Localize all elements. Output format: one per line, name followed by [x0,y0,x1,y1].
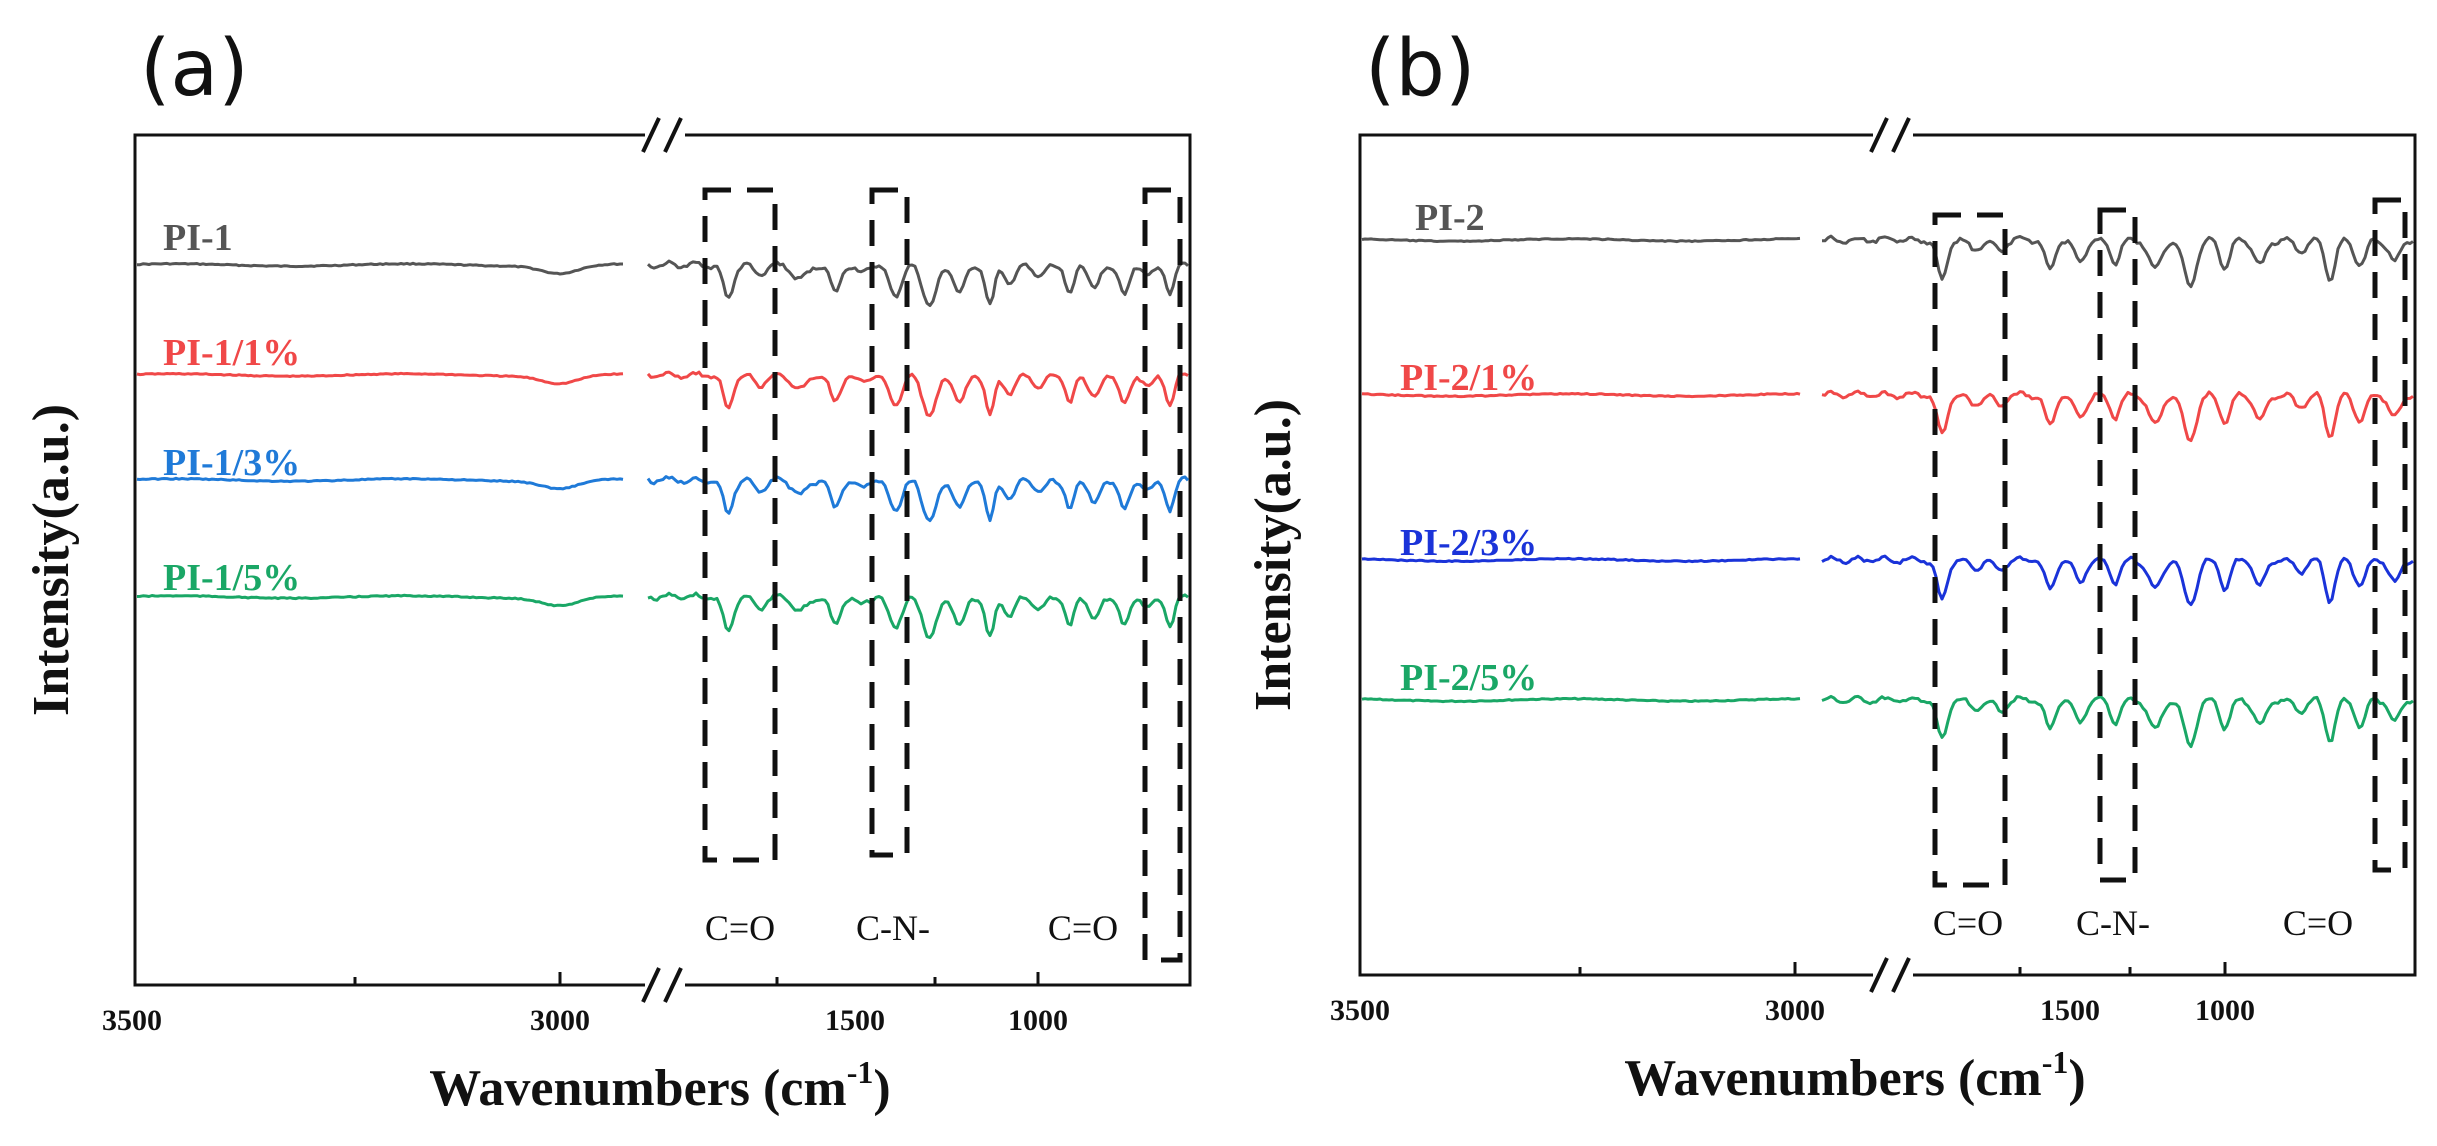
series-label-pi-1-1pct: PI-1/1% [163,332,300,374]
x-tick-label-1500-a: 1500 [825,1004,885,1037]
annotation-box-c-o-2-a [1142,187,1183,963]
curve-pi-1-5pct [136,591,1189,640]
x-tick-label-3000-a: 3000 [530,1004,590,1037]
panel-label-a: (a) [140,24,249,114]
series-label-pi-2-3pct: PI-2/3% [1400,522,1537,564]
series-label-pi-2-1pct: PI-2/1% [1400,357,1537,399]
x-tick-label-3000-b: 3000 [1765,994,1825,1027]
curve-pi-2-1pct [1361,389,2414,443]
annotation-label-c-n-a: C-N- [856,908,930,948]
x-ticks-b [1578,962,2227,975]
curve-pi-1-1pct [136,370,1189,418]
annotation-box-c-o-1-b [1932,212,2008,888]
curve-pi-2-3pct [1361,554,2414,607]
annotation-label-c-o-2-a: C=O [1048,908,1118,948]
series-label-pi-2-5pct: PI-2/5% [1400,657,1537,699]
annotation-box-c-o-1-a [702,187,778,863]
annotation-label-c-o-2-b: C=O [2283,903,2353,943]
x-axis-title-a: Wavenumbers (cm-1) [429,1054,890,1117]
annotation-box-c-n-a [869,187,910,858]
series-label-pi-1-5pct: PI-1/5% [163,557,300,599]
panel-label-b: (b) [1365,24,1475,114]
annotation-label-c-o-1-b: C=O [1933,903,2003,943]
curve-pi-1-3pct [136,475,1190,523]
axis-break-bottom-b [1869,957,1913,993]
x-tick-label-3500-a: 3500 [102,1004,162,1037]
axis-break-bottom-a [641,967,685,1003]
axis-break-top-b [1869,117,1913,153]
series-label-pi-2: PI-2 [1415,197,1485,239]
x-tick-label-1000-a: 1000 [1008,1004,1068,1037]
series-label-pi-1-3pct: PI-1/3% [163,442,300,484]
curve-pi-2-5pct [1361,694,2414,749]
annotation-box-c-n-b [2097,207,2138,883]
curve-pi-2 [1361,234,2414,289]
x-ticks-a [353,972,1040,985]
x-tick-label-1500-b: 1500 [2040,994,2100,1027]
x-tick-label-1000-b: 1000 [2195,994,2255,1027]
annotation-box-c-o-2-b [2372,197,2408,873]
series-label-pi-1: PI-1 [163,217,233,259]
annotation-label-c-o-1-a: C=O [705,908,775,948]
x-axis-title-b: Wavenumbers (cm-1) [1624,1044,2085,1107]
y-axis-title-a: Intensity(a.u.) [23,404,80,716]
panel-b: (b) 3500 3000 1500 1000 Wavenumbers (cm-… [1245,24,2417,1107]
axis-break-top-a [641,117,685,153]
panel-a: (a) 3500 3000 1500 1000 Wavenumbers (cm-… [23,24,1192,1117]
annotation-label-c-n-b: C-N- [2076,903,2150,943]
y-axis-title-b: Intensity(a.u.) [1245,399,1302,711]
curve-pi-1 [136,259,1189,307]
x-tick-label-3500-b: 3500 [1330,994,1390,1027]
